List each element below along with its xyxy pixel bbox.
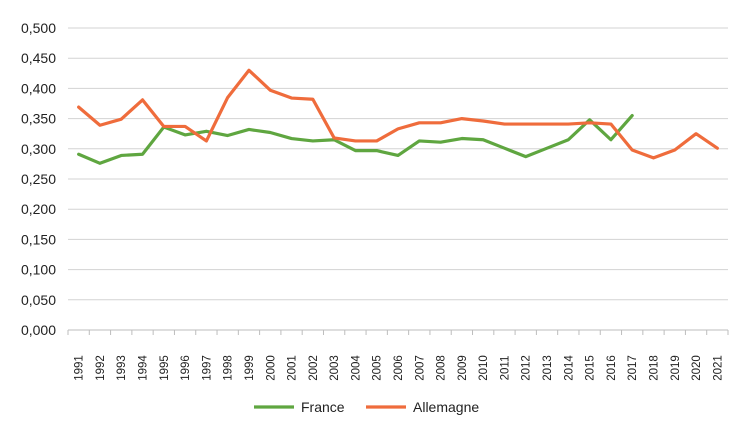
x-tick-label: 1998 (223, 355, 235, 381)
x-tick-label: 2013 (542, 355, 554, 381)
x-tick-label: 2008 (436, 355, 448, 381)
y-tick-label: 0,300 (21, 141, 56, 157)
x-tick-label: 2021 (712, 355, 724, 381)
x-tick-label: 1991 (74, 355, 86, 381)
x-tick-label: 2010 (478, 355, 490, 381)
x-tick-label: 2020 (691, 355, 703, 381)
x-tick-label: 2012 (521, 355, 533, 381)
y-axis-ticks: 0,000 0,050 0,100 0,150 0,200 0,250 0,300 0,350… (21, 20, 56, 338)
legend: France Allemagne (254, 399, 479, 415)
x-tick-label: 1994 (138, 355, 150, 381)
x-tick-label: 1996 (180, 355, 192, 381)
x-tick-label: 2005 (372, 355, 384, 381)
x-tick-label: 2011 (499, 356, 511, 381)
y-tick-label: 0,100 (21, 262, 56, 278)
x-tick-label: 2009 (457, 355, 469, 381)
x-tick-label: 2003 (329, 355, 341, 381)
x-tick-label: 2004 (350, 355, 362, 381)
x-tick-label: 1992 (95, 355, 107, 381)
grid-lines (68, 27, 728, 331)
series-line-allemagne (77, 68, 719, 160)
x-tick-label: 2007 (414, 355, 426, 381)
y-tick-label: 0,250 (21, 171, 56, 187)
x-axis-ticks: 1991 1992 1993 1994 1995 1996 1997 1998 1999 2000… (67, 330, 729, 381)
x-tick-label: 2006 (393, 355, 405, 381)
series-line-france (77, 113, 634, 165)
x-tick-label: 1995 (159, 355, 171, 381)
x-tick-label: 2001 (287, 355, 299, 381)
x-tick-label: 2015 (585, 355, 597, 381)
y-tick-label: 0,500 (21, 20, 56, 36)
x-tick-label: 1997 (201, 355, 213, 381)
x-tick-label: 2017 (627, 355, 639, 381)
x-tick-label: 2000 (265, 355, 277, 381)
series-lines (77, 68, 719, 165)
legend-label-allemagne: Allemagne (413, 399, 479, 415)
x-tick-label: 1993 (116, 355, 128, 381)
y-tick-label: 0,400 (21, 80, 56, 96)
x-tick-label: 2018 (648, 355, 660, 381)
y-tick-label: 0,200 (21, 201, 56, 217)
x-tick-label: 2016 (606, 355, 618, 381)
y-tick-label: 0,450 (21, 50, 56, 66)
x-tick-label: 1999 (244, 355, 256, 381)
legend-label-france: France (301, 399, 345, 415)
y-tick-label: 0,350 (21, 111, 56, 127)
x-tick-label: 2019 (670, 355, 682, 381)
x-tick-label: 2014 (563, 355, 575, 381)
x-tick-label: 2002 (308, 355, 320, 381)
y-tick-label: 0,050 (21, 292, 56, 308)
y-tick-label: 0,150 (21, 231, 56, 247)
y-tick-label: 0,000 (21, 322, 56, 338)
